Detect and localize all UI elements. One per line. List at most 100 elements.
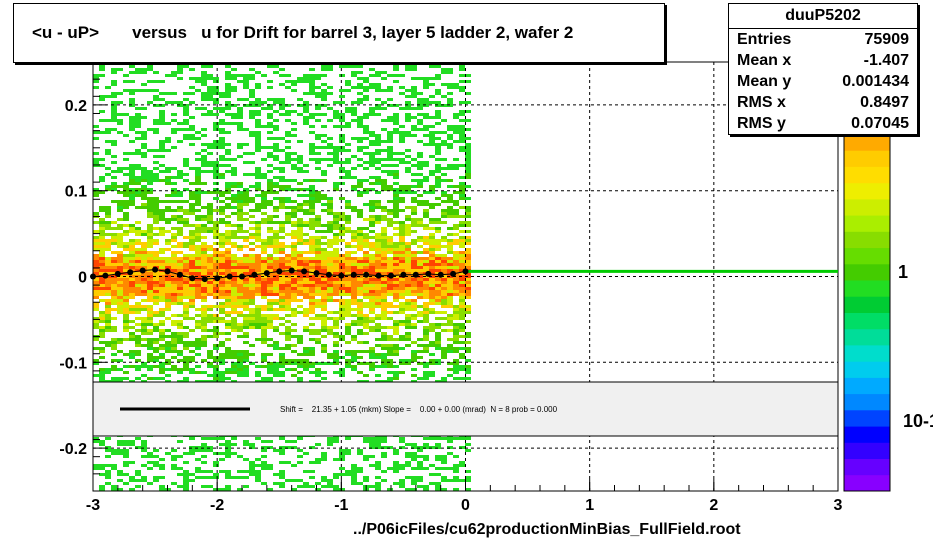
heatmap-cell	[345, 473, 351, 476]
heatmap-cell	[237, 74, 243, 77]
heatmap-cell	[417, 377, 423, 380]
heatmap-cell	[459, 185, 465, 188]
heatmap-cell	[201, 449, 207, 452]
heatmap-cell	[279, 260, 285, 263]
heatmap-cell	[369, 158, 375, 161]
heatmap-cell	[117, 281, 123, 284]
heatmap-cell	[147, 206, 153, 209]
heatmap-cell	[273, 206, 279, 209]
heatmap-cell	[291, 374, 297, 377]
heatmap-cell	[147, 251, 153, 254]
heatmap-cell	[435, 326, 441, 329]
heatmap-cell	[333, 233, 339, 236]
heatmap-cell	[429, 218, 435, 221]
heatmap-cell	[153, 449, 159, 452]
heatmap-cell	[399, 200, 405, 203]
heatmap-cell	[333, 440, 339, 443]
heatmap-cell	[387, 164, 393, 167]
heatmap-cell	[393, 182, 399, 185]
heatmap-cell	[255, 308, 261, 311]
heatmap-cell	[411, 326, 417, 329]
heatmap-cell	[261, 242, 267, 245]
heatmap-cell	[363, 293, 369, 296]
heatmap-cell	[375, 260, 381, 263]
heatmap-cell	[387, 242, 393, 245]
heatmap-cell	[201, 245, 207, 248]
heatmap-cell	[243, 254, 249, 257]
profile-point	[139, 267, 146, 274]
heatmap-cell	[159, 62, 165, 65]
heatmap-cell	[273, 326, 279, 329]
heatmap-cell	[435, 167, 441, 170]
heatmap-cell	[177, 455, 183, 458]
heatmap-cell	[183, 257, 189, 260]
heatmap-cell	[177, 221, 183, 224]
heatmap-cell	[393, 248, 399, 251]
heatmap-cell	[423, 296, 429, 299]
heatmap-cell	[393, 176, 399, 179]
heatmap-cell	[369, 281, 375, 284]
heatmap-cell	[249, 233, 255, 236]
heatmap-cell	[447, 215, 453, 218]
heatmap-cell	[201, 446, 207, 449]
heatmap-cell	[429, 278, 435, 281]
heatmap-cell	[285, 233, 291, 236]
heatmap-cell	[165, 317, 171, 320]
heatmap-cell	[255, 245, 261, 248]
heatmap-cell	[159, 365, 165, 368]
heatmap-cell	[201, 83, 207, 86]
heatmap-cell	[453, 371, 459, 374]
heatmap-cell	[393, 323, 399, 326]
heatmap-cell	[363, 332, 369, 335]
heatmap-cell	[171, 347, 177, 350]
heatmap-cell	[297, 278, 303, 281]
heatmap-cell	[147, 293, 153, 296]
heatmap-cell	[327, 284, 333, 287]
heatmap-cell	[339, 371, 345, 374]
heatmap-cell	[411, 353, 417, 356]
heatmap-cell	[363, 131, 369, 134]
heatmap-cell	[369, 284, 375, 287]
heatmap-cell	[123, 314, 129, 317]
heatmap-cell	[273, 230, 279, 233]
heatmap-cell	[219, 287, 225, 290]
heatmap-cell	[405, 191, 411, 194]
heatmap-cell	[339, 197, 345, 200]
heatmap-cell	[453, 323, 459, 326]
heatmap-cell	[123, 269, 129, 272]
heatmap-cell	[177, 485, 183, 488]
heatmap-cell	[123, 353, 129, 356]
heatmap-cell	[417, 461, 423, 464]
heatmap-cell	[117, 305, 123, 308]
heatmap-cell	[261, 461, 267, 464]
heatmap-cell	[435, 137, 441, 140]
heatmap-cell	[273, 281, 279, 284]
heatmap-cell	[375, 326, 381, 329]
heatmap-cell	[213, 230, 219, 233]
heatmap-cell	[129, 488, 135, 491]
heatmap-cell	[183, 224, 189, 227]
heatmap-cell	[189, 125, 195, 128]
heatmap-cell	[357, 308, 363, 311]
heatmap-cell	[429, 245, 435, 248]
heatmap-cell	[189, 239, 195, 242]
heatmap-cell	[369, 230, 375, 233]
heatmap-cell	[453, 212, 459, 215]
heatmap-cell	[225, 347, 231, 350]
heatmap-cell	[381, 296, 387, 299]
heatmap-cell	[183, 482, 189, 485]
heatmap-cell	[129, 224, 135, 227]
heatmap-cell	[285, 359, 291, 362]
heatmap-cell	[303, 329, 309, 332]
heatmap-cell	[333, 359, 339, 362]
heatmap-cell	[123, 245, 129, 248]
heatmap-cell	[285, 305, 291, 308]
heatmap-cell	[129, 119, 135, 122]
heatmap-cell	[195, 371, 201, 374]
heatmap-cell	[405, 320, 411, 323]
heatmap-cell	[279, 137, 285, 140]
heatmap-cell	[273, 473, 279, 476]
heatmap-cell	[201, 128, 207, 131]
heatmap-cell	[267, 344, 273, 347]
heatmap-cell	[465, 110, 471, 113]
